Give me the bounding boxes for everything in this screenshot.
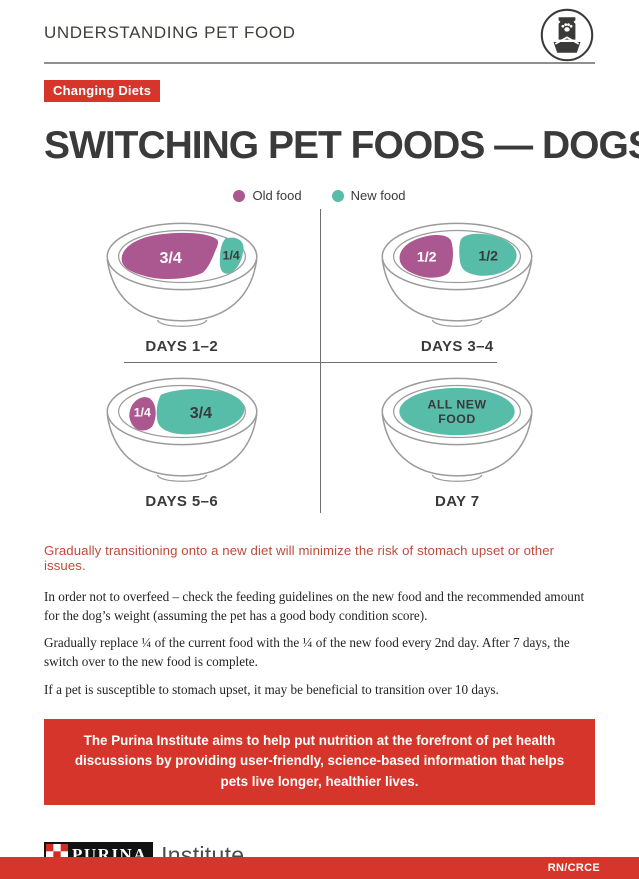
fraction-new-label: 1/2	[479, 248, 499, 264]
bowl-day-7: ALL NEW FOOD DAY 7	[320, 362, 596, 517]
legend: Old food New food	[44, 188, 595, 203]
header-title: UNDERSTANDING PET FOOD	[44, 23, 296, 42]
header: UNDERSTANDING PET FOOD	[44, 0, 595, 62]
paragraph-replace-quarter: Gradually replace ¼ of the current food …	[44, 635, 570, 670]
all-new-food-label-line2: FOOD	[439, 412, 476, 426]
day-label: DAYS 3–4	[420, 338, 494, 355]
paragraph-susceptible: If a pet is susceptible to stomach upset…	[44, 681, 499, 697]
paragraph-overfeed: In order not to overfeed – check the fee…	[44, 589, 585, 623]
page-title: SWITCHING PET FOODS — DOGS	[44, 124, 639, 167]
legend-new-food: New food	[331, 188, 406, 203]
grid-vertical-divider	[319, 209, 321, 513]
bowl-days-1-2: 3/4 1/4 DAYS 1–2	[44, 207, 320, 362]
fraction-new-label: 3/4	[189, 404, 211, 422]
day-label: DAY 7	[434, 493, 480, 510]
body-text: In order not to overfeed – check the fee…	[44, 588, 595, 700]
bowl-days-3-4: 1/2 1/2 DAYS 3–4	[320, 207, 596, 362]
legend-old-food-label: Old food	[252, 188, 302, 203]
bowl-diagram-grid: 3/4 1/4 DAYS 1–2 1/2 1/2	[44, 207, 595, 517]
bowl-days-5-6: 1/4 3/4 DAYS 5–6	[44, 362, 320, 517]
highlight-sentence: Gradually transitioning onto a new diet …	[44, 543, 555, 573]
header-divider	[44, 62, 595, 64]
footer-bar: RN/CRCE	[0, 857, 639, 879]
bowl-illustration-day-7: ALL NEW FOOD	[381, 377, 533, 482]
new-food-dot-icon	[331, 189, 344, 202]
fraction-new-label: 1/4	[222, 248, 239, 262]
bowl-illustration-days-3-4: 1/2 1/2	[381, 222, 533, 327]
day-label: DAYS 5–6	[145, 493, 219, 510]
bowl-illustration-days-1-2: 3/4 1/4	[106, 222, 258, 327]
all-new-food-label-line1: ALL NEW	[428, 398, 487, 412]
bowl-illustration-days-5-6: 1/4 3/4	[106, 377, 258, 482]
day-label: DAYS 1–2	[145, 338, 219, 355]
fraction-old-label: 1/4	[133, 405, 150, 419]
fraction-old-label: 3/4	[159, 249, 181, 267]
legend-new-food-label: New food	[350, 188, 406, 203]
old-food-dot-icon	[233, 189, 246, 202]
fraction-old-label: 1/2	[417, 249, 437, 265]
purina-institute-callout: The Purina Institute aims to help put nu…	[44, 718, 595, 805]
grid-horizontal-divider	[124, 362, 497, 363]
section-badge: Changing Diets	[44, 80, 161, 102]
pet-food-bag-and-bowl-icon	[540, 8, 594, 62]
legend-old-food: Old food	[233, 188, 302, 203]
footer-code: RN/CRCE	[547, 862, 600, 874]
